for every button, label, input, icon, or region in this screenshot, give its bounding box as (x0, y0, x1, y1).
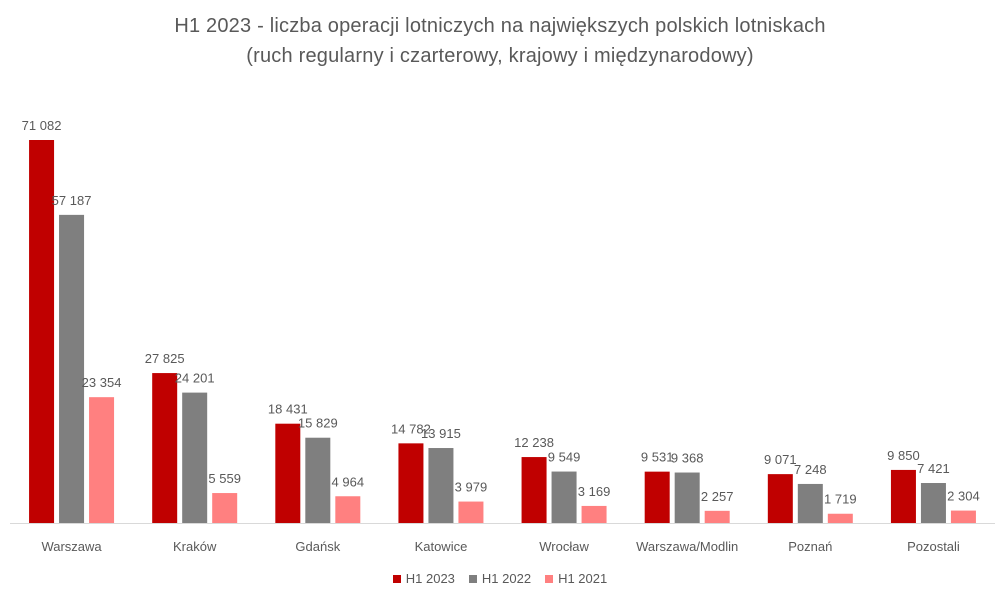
data-label-pozostali-h1-2023: 9 850 (887, 448, 920, 463)
legend-swatch-h1-2022 (468, 574, 477, 583)
bar-gdańsk-h1-2023 (275, 423, 301, 523)
x-tick-label-katowice: Katowice (415, 539, 468, 554)
legend-swatch-h1-2023 (392, 574, 401, 583)
chart-title: H1 2023 - liczba operacji lotniczych na … (174, 15, 826, 37)
bar-gdańsk-h1-2021 (335, 496, 361, 523)
bar-kraków-h1-2023 (152, 373, 178, 523)
bar-wrocław-h1-2021 (581, 505, 607, 523)
data-label-poznań-h1-2022: 7 248 (794, 462, 827, 477)
bar-warszawa-h1-2022 (59, 214, 85, 523)
data-label-poznań-h1-2021: 1 719 (824, 492, 857, 507)
data-label-warszawa-h1-2023: 71 082 (22, 118, 62, 133)
bar-kraków-h1-2022 (182, 392, 208, 523)
data-label-warszawa-modlin-h1-2022: 9 368 (671, 451, 704, 466)
data-label-warszawa-modlin-h1-2021: 2 257 (701, 489, 734, 504)
data-label-katowice-h1-2022: 13 915 (421, 426, 461, 441)
bar-wrocław-h1-2023 (521, 457, 547, 523)
data-label-wrocław-h1-2023: 12 238 (514, 435, 554, 450)
bar-katowice-h1-2022 (428, 448, 454, 523)
data-label-katowice-h1-2021: 3 979 (455, 480, 488, 495)
data-label-poznań-h1-2023: 9 071 (764, 452, 797, 467)
bar-pozostali-h1-2021 (950, 510, 976, 523)
legend-swatch-h1-2021 (545, 574, 554, 583)
legend-label-h1-2022: H1 2022 (481, 571, 532, 586)
bar-kraków-h1-2021 (212, 493, 238, 523)
x-tick-label-warszawa-modlin: Warszawa/Modlin (636, 539, 738, 554)
bar-pozostali-h1-2023 (890, 469, 916, 523)
x-tick-label-kraków: Kraków (173, 539, 217, 554)
data-label-warszawa-modlin-h1-2023: 9 531 (641, 450, 674, 465)
data-label-gdańsk-h1-2023: 18 431 (268, 402, 308, 417)
data-label-gdańsk-h1-2022: 15 829 (298, 416, 338, 431)
bar-warszawa-modlin-h1-2023 (644, 471, 670, 523)
data-label-warszawa-h1-2022: 57 187 (52, 193, 92, 208)
bar-warszawa-h1-2021 (89, 397, 115, 523)
bar-warszawa-modlin-h1-2022 (674, 472, 700, 523)
data-label-pozostali-h1-2022: 7 421 (917, 461, 950, 476)
x-tick-label-warszawa: Warszawa (41, 539, 102, 554)
data-label-kraków-h1-2023: 27 825 (145, 351, 185, 366)
x-tick-label-pozostali: Pozostali (907, 539, 960, 554)
legend-item-h1-2021: H1 2021 (545, 571, 607, 586)
data-label-wrocław-h1-2021: 3 169 (578, 484, 611, 499)
legend-label-h1-2023: H1 2023 (405, 571, 455, 586)
bar-warszawa-modlin-h1-2021 (704, 510, 730, 523)
bar-warszawa-h1-2023 (29, 140, 55, 523)
data-label-warszawa-h1-2021: 23 354 (82, 375, 122, 390)
data-label-pozostali-h1-2021: 2 304 (947, 489, 980, 504)
data-label-kraków-h1-2021: 5 559 (208, 471, 241, 486)
legend: H1 2023 H1 2022 H1 2021 (0, 571, 1000, 586)
bar-wrocław-h1-2022 (551, 471, 577, 523)
bar-katowice-h1-2023 (398, 443, 424, 523)
x-tick-label-gdańsk: Gdańsk (295, 539, 340, 554)
data-label-kraków-h1-2022: 24 201 (175, 371, 215, 386)
chart-subtitle: (ruch regularny i czarterowy, krajowy i … (246, 45, 754, 67)
data-label-katowice-h1-2023: 14 782 (391, 421, 431, 436)
x-tick-label-poznań: Poznań (788, 539, 832, 554)
legend-item-h1-2023: H1 2023 (392, 571, 455, 586)
x-tick-label-wrocław: Wrocław (539, 539, 589, 554)
bar-poznań-h1-2021 (827, 513, 853, 523)
bar-poznań-h1-2022 (797, 483, 823, 523)
legend-label-h1-2021: H1 2021 (558, 571, 608, 586)
bar-katowice-h1-2021 (458, 501, 484, 523)
bar-poznań-h1-2023 (767, 474, 793, 523)
bar-pozostali-h1-2022 (920, 483, 946, 523)
data-label-gdańsk-h1-2021: 4 964 (332, 474, 365, 489)
bar-gdańsk-h1-2022 (305, 437, 331, 523)
legend-item-h1-2022: H1 2022 (468, 571, 532, 586)
data-label-wrocław-h1-2022: 9 549 (548, 450, 581, 465)
